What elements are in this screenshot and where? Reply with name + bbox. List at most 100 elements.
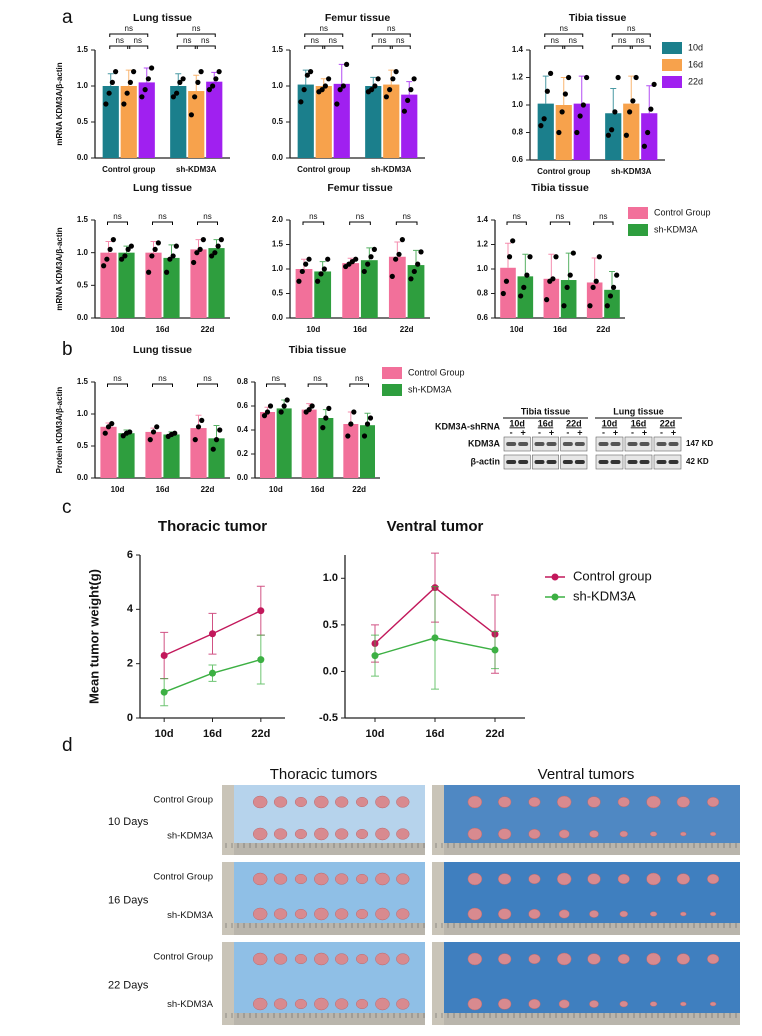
legend-swatch bbox=[382, 367, 402, 379]
tumor bbox=[649, 911, 658, 917]
y-tick-label: 0.5 bbox=[272, 117, 284, 126]
legend-swatch bbox=[382, 384, 402, 396]
tumor bbox=[273, 873, 288, 885]
data-point bbox=[180, 76, 186, 82]
data-point bbox=[325, 256, 331, 262]
tumor bbox=[335, 873, 349, 885]
significance-label: ns bbox=[134, 36, 142, 45]
tumor bbox=[498, 953, 512, 965]
data-point bbox=[110, 237, 116, 243]
error-bar bbox=[610, 88, 617, 114]
data-point bbox=[506, 254, 513, 260]
data-point bbox=[503, 278, 510, 284]
tumor bbox=[646, 952, 661, 966]
tumor bbox=[680, 831, 687, 837]
significance-bracket bbox=[611, 33, 651, 37]
blot-lane-box bbox=[503, 436, 531, 452]
y-tick-label: 0.8 bbox=[512, 128, 524, 137]
data-point bbox=[364, 421, 371, 427]
significance-label: ns bbox=[599, 212, 607, 221]
tumor bbox=[467, 827, 483, 841]
significance-label: ns bbox=[125, 24, 133, 33]
bar bbox=[560, 280, 577, 318]
significance-label: ns bbox=[272, 374, 280, 383]
data-point bbox=[431, 634, 439, 642]
blot-sign: - bbox=[538, 427, 541, 437]
data-point bbox=[216, 69, 222, 75]
tumor bbox=[356, 828, 369, 840]
tumor bbox=[396, 953, 410, 965]
legend-label: sh-KDM3A bbox=[573, 588, 636, 603]
legend-label: sh-KDM3A bbox=[408, 384, 452, 394]
significance-label: ns bbox=[116, 36, 124, 45]
data-point bbox=[170, 94, 176, 100]
tumor bbox=[646, 795, 661, 809]
significance-label: ns bbox=[309, 212, 317, 221]
significance-bracket bbox=[307, 383, 328, 387]
data-point bbox=[593, 278, 599, 284]
bar bbox=[118, 433, 135, 478]
data-point bbox=[264, 409, 271, 415]
significance-label: ns bbox=[201, 36, 209, 45]
photo-ruler-side bbox=[222, 862, 234, 935]
y-tick-label: 2 bbox=[127, 658, 133, 670]
blot-band bbox=[574, 460, 585, 464]
significance-label: ns bbox=[192, 24, 200, 33]
data-point bbox=[318, 271, 324, 277]
bar bbox=[342, 263, 360, 318]
tumor bbox=[467, 907, 483, 921]
data-point bbox=[209, 253, 215, 259]
x-tick-label: sh-KDM3A bbox=[371, 165, 412, 174]
data-point bbox=[323, 415, 329, 421]
y-tick-label: 1.5 bbox=[77, 377, 89, 386]
blot-lane-box bbox=[624, 454, 653, 470]
y-tick-label: 0.6 bbox=[512, 155, 524, 164]
tumor bbox=[649, 1001, 658, 1007]
data-point bbox=[160, 652, 168, 660]
significance-label: ns bbox=[556, 212, 564, 221]
data-point bbox=[124, 90, 130, 96]
significance-bracket bbox=[389, 45, 411, 49]
y-tick-label: 0.8 bbox=[237, 377, 249, 386]
data-point bbox=[396, 251, 402, 257]
bar bbox=[537, 103, 554, 160]
data-point bbox=[103, 101, 109, 107]
y-tick-label: 0.0 bbox=[77, 313, 89, 322]
data-point bbox=[518, 293, 524, 299]
y-tick-label: 0.6 bbox=[237, 401, 249, 410]
photo-group-label: Control Group bbox=[153, 795, 213, 806]
blot-sign: - bbox=[631, 427, 634, 437]
tumor bbox=[589, 1000, 599, 1008]
tumor bbox=[528, 796, 541, 808]
significance-label: ns bbox=[113, 374, 121, 383]
data-point bbox=[119, 256, 125, 262]
significance-label: ns bbox=[183, 36, 191, 45]
tumor bbox=[375, 997, 390, 1011]
data-point bbox=[648, 106, 654, 112]
blot-size: 42 KD bbox=[686, 457, 709, 466]
data-point bbox=[415, 261, 421, 267]
significance-label: ns bbox=[560, 24, 568, 33]
bar bbox=[188, 91, 205, 158]
data-point bbox=[296, 278, 302, 284]
x-tick-label: 22d bbox=[251, 728, 270, 740]
y-tick-label: 0.0 bbox=[323, 665, 338, 677]
tumor bbox=[646, 872, 661, 886]
significance-label: ns bbox=[313, 374, 321, 383]
tumor bbox=[314, 997, 329, 1011]
tumor bbox=[356, 796, 369, 808]
blot-sign: + bbox=[521, 427, 526, 437]
blot-band bbox=[627, 460, 638, 464]
significance-label: ns bbox=[203, 212, 211, 221]
data-point bbox=[192, 94, 198, 100]
data-point bbox=[127, 429, 133, 435]
x-tick-label: 16d bbox=[156, 485, 170, 494]
tumor bbox=[587, 796, 601, 808]
blot-lane-box bbox=[560, 436, 588, 452]
significance-bracket bbox=[544, 45, 566, 49]
photo bbox=[432, 862, 740, 935]
legend-label: Control Group bbox=[654, 207, 711, 217]
significance-bracket bbox=[176, 45, 198, 49]
chart-title: Tibia tissue bbox=[531, 182, 589, 194]
data-point bbox=[641, 143, 647, 149]
